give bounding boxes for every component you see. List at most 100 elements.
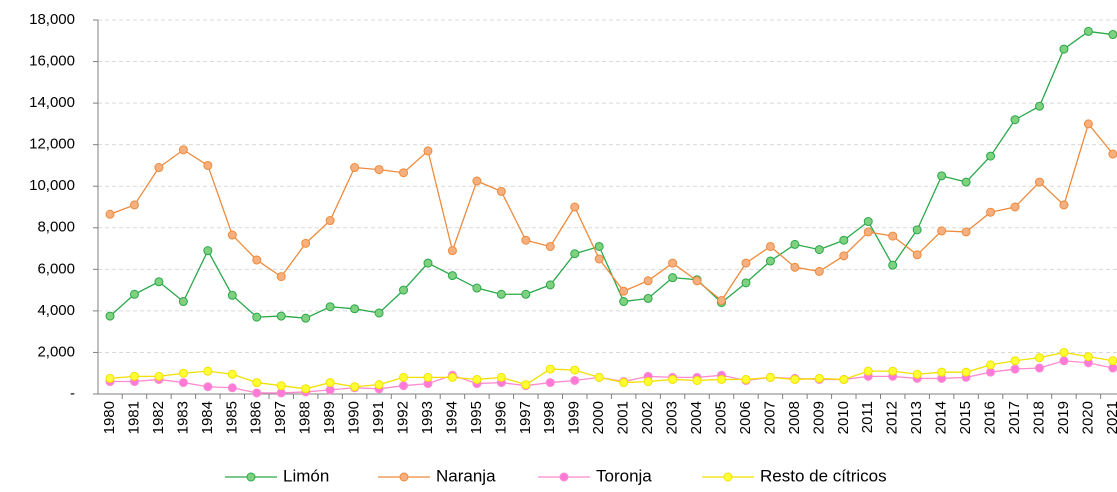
point <box>545 280 555 290</box>
point <box>1083 119 1093 129</box>
x-tick-label: 2020 <box>1079 401 1096 434</box>
point <box>154 277 164 287</box>
point <box>692 375 702 385</box>
point <box>399 381 409 391</box>
point <box>1010 356 1020 366</box>
point <box>1010 364 1020 374</box>
point <box>814 266 824 276</box>
point <box>839 374 849 384</box>
point <box>961 227 971 237</box>
point <box>496 186 506 196</box>
x-tick-label: 2012 <box>884 401 901 434</box>
point <box>203 160 213 170</box>
point <box>227 290 237 300</box>
point <box>790 374 800 384</box>
point <box>692 276 702 286</box>
point <box>570 375 580 385</box>
point <box>521 380 531 390</box>
point <box>227 230 237 240</box>
point <box>1059 356 1069 366</box>
point <box>986 151 996 161</box>
point <box>888 366 898 376</box>
x-tick-label: 2019 <box>1055 401 1072 434</box>
point <box>814 373 824 383</box>
x-tick-label: 2014 <box>933 401 950 434</box>
legend-label: Toronja <box>596 466 652 485</box>
point <box>863 217 873 227</box>
point <box>227 383 237 393</box>
x-tick-label: 2006 <box>737 401 754 434</box>
x-tick-label: 1994 <box>443 401 460 434</box>
point <box>570 202 580 212</box>
point <box>570 365 580 375</box>
point <box>252 312 262 322</box>
legend-marker <box>399 472 409 482</box>
point <box>888 231 898 241</box>
point <box>1108 30 1117 40</box>
point <box>105 209 115 219</box>
x-tick-label: 1991 <box>370 401 387 434</box>
point <box>325 302 335 312</box>
x-tick-label: 2001 <box>615 401 632 434</box>
point <box>178 368 188 378</box>
point <box>178 297 188 307</box>
point <box>717 374 726 384</box>
point <box>129 371 139 381</box>
x-tick-label: 1993 <box>419 401 436 434</box>
point <box>203 366 213 376</box>
x-tick-label: 1997 <box>517 401 534 434</box>
point <box>643 276 653 286</box>
x-tick-label: 1989 <box>321 401 338 434</box>
point <box>839 235 849 245</box>
point <box>178 145 188 155</box>
x-tick-label: 1986 <box>248 401 265 434</box>
point <box>643 377 653 387</box>
y-tick-label: 18,000 <box>29 11 75 28</box>
x-tick-label: 2004 <box>688 401 705 434</box>
y-tick-label: 6,000 <box>37 260 75 277</box>
x-tick-label: 1984 <box>199 401 216 434</box>
x-tick-label: 1987 <box>272 401 289 434</box>
point <box>937 367 947 377</box>
point <box>105 373 115 383</box>
point <box>447 271 457 281</box>
point <box>374 165 384 175</box>
point <box>643 293 653 303</box>
x-tick-label: 2005 <box>712 401 729 434</box>
point <box>399 168 409 178</box>
y-tick-label: - <box>70 385 75 402</box>
y-tick-label: 14,000 <box>29 94 75 111</box>
point <box>399 285 409 295</box>
point <box>350 163 360 173</box>
point <box>301 384 311 394</box>
point <box>765 372 775 382</box>
point <box>912 369 922 379</box>
x-tick-label: 1995 <box>468 401 485 434</box>
x-tick-label: 2003 <box>664 401 681 434</box>
point <box>937 226 947 236</box>
x-tick-label: 2007 <box>761 401 778 434</box>
point <box>496 289 506 299</box>
point <box>1034 363 1044 373</box>
point <box>594 254 604 264</box>
point <box>423 258 433 268</box>
point <box>203 246 213 256</box>
y-tick-label: 16,000 <box>29 53 75 70</box>
x-tick-label: 2011 <box>859 401 876 433</box>
point <box>423 146 433 156</box>
point <box>350 382 360 392</box>
x-tick-label: 2009 <box>810 401 827 434</box>
point <box>1083 352 1093 362</box>
point <box>301 238 311 248</box>
point <box>105 311 115 321</box>
point <box>374 380 384 390</box>
point <box>1108 149 1117 159</box>
point <box>1010 202 1020 212</box>
point <box>1034 177 1044 187</box>
point <box>1034 353 1044 363</box>
point <box>741 374 751 384</box>
point <box>154 371 164 381</box>
point <box>325 378 335 388</box>
x-tick-label: 2015 <box>957 401 974 434</box>
